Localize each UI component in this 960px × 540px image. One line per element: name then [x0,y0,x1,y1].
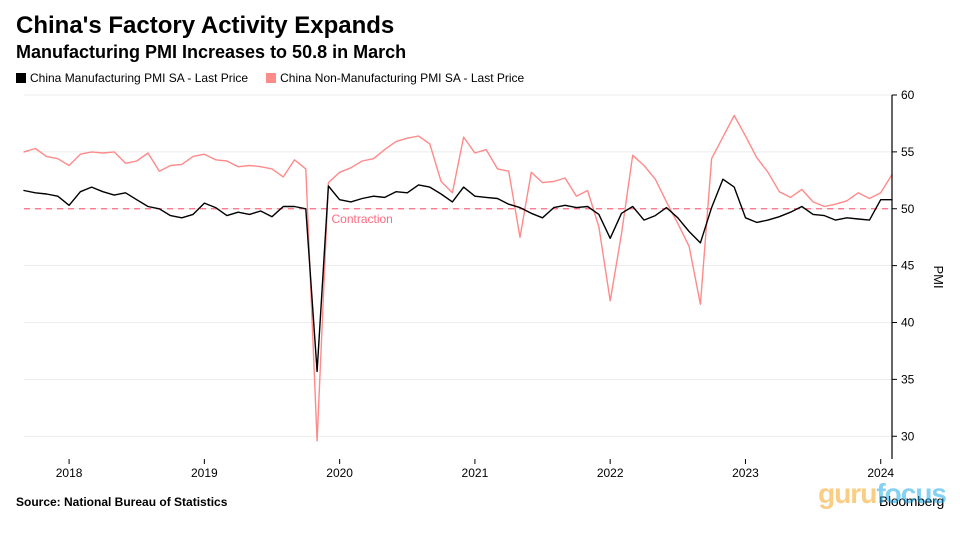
legend-item-series-1: China Manufacturing PMI SA - Last Price [16,71,248,85]
svg-text:30: 30 [901,429,915,443]
svg-text:2023: 2023 [732,466,759,480]
legend-swatch-1 [16,73,26,83]
legend-label-1: China Manufacturing PMI SA - Last Price [30,71,248,85]
svg-text:50: 50 [901,201,915,215]
svg-text:PMI: PMI [931,265,944,288]
svg-text:2022: 2022 [597,466,624,480]
source-text: Source: National Bureau of Statistics [16,495,227,509]
svg-text:Contraction: Contraction [331,211,392,225]
legend-label-2: China Non-Manufacturing PMI SA - Last Pr… [280,71,524,85]
chart-plot: 30 35 40 45 50 55 60 Contraction PMI 2018 2019 2020… [16,89,944,489]
svg-text:2020: 2020 [326,466,353,480]
svg-text:45: 45 [901,258,915,272]
svg-text:55: 55 [901,144,915,158]
svg-text:35: 35 [901,372,915,386]
svg-text:2021: 2021 [462,466,489,480]
chart-container: China's Factory Activity Expands Manufac… [0,0,960,540]
svg-text:60: 60 [901,89,915,102]
brand-text: Bloomberg [879,493,944,509]
legend: China Manufacturing PMI SA - Last Price … [16,71,944,85]
chart-subtitle: Manufacturing PMI Increases to 50.8 in M… [16,42,944,63]
svg-text:2018: 2018 [56,466,83,480]
chart-title: China's Factory Activity Expands [16,12,944,40]
line-chart-svg: 30 35 40 45 50 55 60 Contraction PMI 2018 2019 2020… [16,89,944,489]
footer: Source: National Bureau of Statistics Bl… [16,493,944,509]
svg-text:2024: 2024 [867,466,894,480]
legend-item-series-2: China Non-Manufacturing PMI SA - Last Pr… [266,71,524,85]
svg-text:2019: 2019 [191,466,218,480]
legend-swatch-2 [266,73,276,83]
svg-text:40: 40 [901,315,915,329]
